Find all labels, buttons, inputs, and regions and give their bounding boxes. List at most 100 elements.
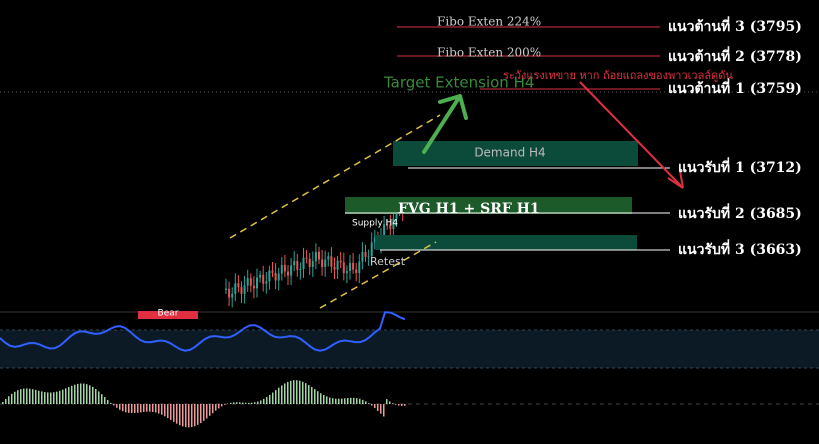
histogram-bar <box>302 381 304 404</box>
fvg-zone <box>345 197 632 214</box>
histogram-bar <box>38 390 40 404</box>
histogram-bar <box>401 404 403 406</box>
histogram-bar <box>164 404 166 417</box>
retest-label: Retest <box>370 255 406 268</box>
histogram-bar <box>191 404 193 428</box>
level-label: แนวรับที่ 3 (3663) <box>678 239 802 258</box>
histogram-bar <box>47 392 49 404</box>
histogram-bar <box>149 404 151 412</box>
histogram-bar <box>188 404 190 428</box>
histogram-bar <box>284 383 286 404</box>
histogram-bar <box>32 389 34 404</box>
histogram-bar <box>290 380 292 404</box>
histogram-bar <box>29 388 31 404</box>
candle-body <box>336 260 339 270</box>
histogram-bar <box>371 404 373 406</box>
fvg-label: FVG H1 + SRF H1 <box>398 201 540 217</box>
candle-body <box>333 266 336 270</box>
histogram-bar <box>17 390 19 404</box>
candle-body <box>324 259 327 267</box>
candle-body <box>299 268 302 270</box>
histogram-bar <box>251 402 253 404</box>
histogram-bar <box>296 380 298 404</box>
candle-body <box>370 242 373 257</box>
candle-body <box>280 264 283 274</box>
histogram-bar <box>170 404 172 420</box>
candle-body <box>290 265 293 276</box>
histogram-bar <box>77 383 79 404</box>
candle-body <box>283 264 286 272</box>
histogram-bar <box>194 404 196 427</box>
candle-body <box>259 274 262 278</box>
candle-body <box>237 283 240 288</box>
histogram-bar <box>299 380 301 404</box>
histogram-bar <box>203 404 205 421</box>
candle-body <box>364 251 367 257</box>
histogram-bar <box>374 404 376 409</box>
histogram-bar <box>200 404 202 424</box>
histogram-bar <box>35 389 37 404</box>
histogram-bar <box>311 386 313 404</box>
histogram-bar <box>380 404 382 414</box>
candle-body <box>243 285 246 294</box>
histogram <box>2 380 406 428</box>
histogram-bar <box>80 383 82 404</box>
histogram-bar <box>119 404 121 410</box>
histogram-bar <box>392 403 394 404</box>
histogram-bar <box>134 404 136 414</box>
histogram-bar <box>101 394 103 404</box>
candle-body <box>389 224 392 229</box>
candle-body <box>373 237 376 243</box>
histogram-bar <box>341 398 343 404</box>
candle-body <box>311 261 314 267</box>
candle-body <box>345 270 348 274</box>
histogram-bar <box>116 404 118 408</box>
candle-body <box>234 283 237 294</box>
histogram-bar <box>308 384 310 404</box>
level-label: แนวต้านที่ 1 (3759) <box>668 78 802 97</box>
histogram-bar <box>56 391 58 404</box>
histogram-bar <box>305 383 307 404</box>
histogram-bar <box>254 402 256 404</box>
target-label: Target Extension H4 <box>383 74 534 92</box>
histogram-bar <box>347 398 349 404</box>
histogram-bar <box>113 404 115 406</box>
histogram-bar <box>269 394 271 404</box>
candle-body <box>361 251 364 262</box>
histogram-bar <box>248 402 250 404</box>
histogram-bar <box>125 404 127 413</box>
histogram-bar <box>275 390 277 404</box>
candle-body <box>225 288 227 290</box>
level-label: แนวต้านที่ 2 (3778) <box>668 46 802 65</box>
bear-label: Bear <box>158 309 179 319</box>
histogram-bar <box>8 396 10 404</box>
histogram-bar <box>23 388 25 404</box>
candle-body <box>249 278 252 286</box>
candle-body <box>352 262 355 270</box>
candle-body <box>308 258 311 267</box>
histogram-bar <box>365 401 367 404</box>
channel-lower <box>319 241 437 309</box>
histogram-bar <box>104 397 106 404</box>
candle-body <box>252 285 255 289</box>
candle-body <box>256 277 258 289</box>
histogram-bar <box>356 398 358 404</box>
candle-body <box>342 262 345 274</box>
channel-upper <box>229 114 441 239</box>
histogram-bar <box>155 404 157 413</box>
histogram-bar <box>266 397 268 404</box>
histogram-bar <box>362 399 364 404</box>
candle-body <box>228 288 231 298</box>
candle-body <box>265 281 268 284</box>
histogram-bar <box>281 385 283 404</box>
candle-body <box>302 257 305 269</box>
histogram-bar <box>146 404 148 412</box>
histogram-bar <box>92 386 94 404</box>
histogram-bar <box>398 404 400 406</box>
rsi-band <box>0 330 819 368</box>
histogram-bar <box>62 389 64 404</box>
histogram-bar <box>278 387 280 404</box>
histogram-bar <box>230 402 232 404</box>
level-label: แนวรับที่ 1 (3712) <box>678 157 802 176</box>
warning-label: ระวังแรงเทขาย หาก ถ้อยแถลงของพาวเวลล์ดูด… <box>503 69 733 82</box>
